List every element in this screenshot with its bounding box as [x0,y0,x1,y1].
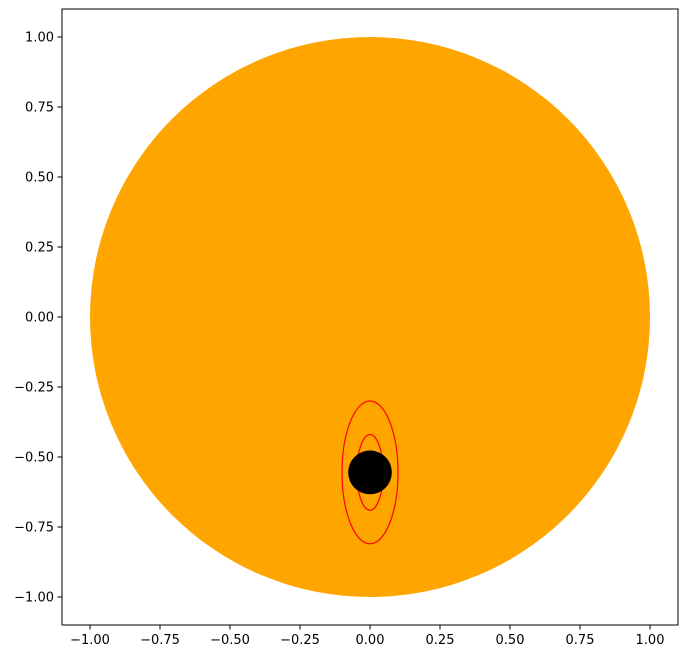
y-tick-label: 0.25 [25,241,54,256]
shapes-layer [90,37,650,597]
x-tick-label: −0.50 [210,633,250,648]
large-disk [90,37,650,597]
small-disk [348,450,392,495]
axes-layer: −1.00 −0.75 −0.50 −0.25 0.00 0.25 0.50 0.75 1.00… [14,8,679,648]
y-tick-label: −0.25 [14,381,54,396]
y-tick-label: −0.50 [14,451,54,466]
x-tick-label: 0.50 [496,633,525,648]
y-tick-label: 0.50 [25,171,54,186]
outer-contour [341,400,399,545]
x-tick-label: −1.00 [70,633,110,648]
x-tick-label: −0.25 [280,633,320,648]
y-tick-label: −0.75 [14,521,54,536]
x-tick-label: −0.75 [140,633,180,648]
x-tick-label: 1.00 [636,633,665,648]
x-tick-label: 0.25 [426,633,455,648]
y-tick-label: −1.00 [14,591,54,606]
y-tick-label: 0.00 [25,311,54,326]
x-tick-label: 0.00 [356,633,385,648]
x-tick-label: 0.75 [566,633,595,648]
y-tick-label: 0.75 [25,101,54,116]
y-tick-label: 1.00 [25,31,54,46]
